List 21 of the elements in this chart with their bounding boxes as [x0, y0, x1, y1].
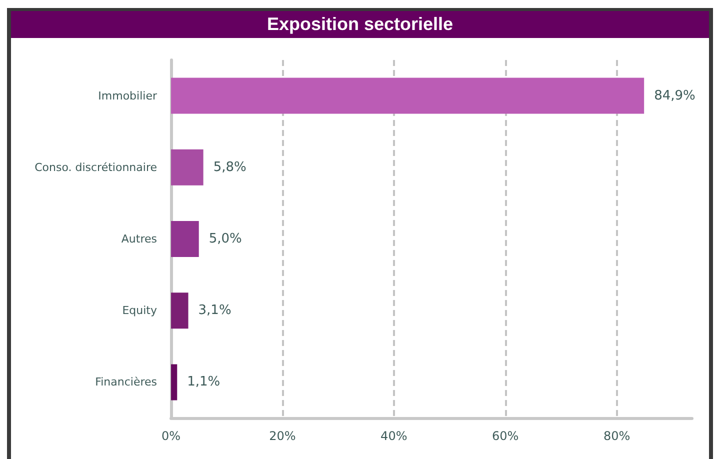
data-label: 84,9% — [654, 88, 696, 104]
bar — [171, 149, 204, 186]
y-tick-label: Autres — [121, 232, 158, 246]
x-tick-label: 0% — [161, 429, 181, 443]
data-label: 5,0% — [208, 232, 242, 246]
y-tick-label: Financières — [95, 376, 158, 389]
chart-title: Exposition sectorielle — [11, 11, 709, 38]
y-tick-label: Equity — [122, 304, 158, 318]
bar — [171, 292, 188, 329]
bar — [171, 221, 199, 257]
data-label: 1,1% — [187, 374, 220, 390]
y-tick-label: Conso. discrétionnaire — [34, 160, 158, 174]
x-tick-label: 80% — [603, 429, 630, 443]
bar — [171, 78, 644, 114]
y-tick-label: Immobilier — [98, 89, 158, 102]
x-tick-label: 40% — [380, 429, 408, 443]
data-label: 3,1% — [198, 303, 232, 318]
bar — [171, 364, 178, 400]
x-tick-label: 20% — [269, 429, 296, 443]
data-label: 5,8% — [213, 160, 246, 175]
x-tick-label: 60% — [492, 429, 519, 443]
